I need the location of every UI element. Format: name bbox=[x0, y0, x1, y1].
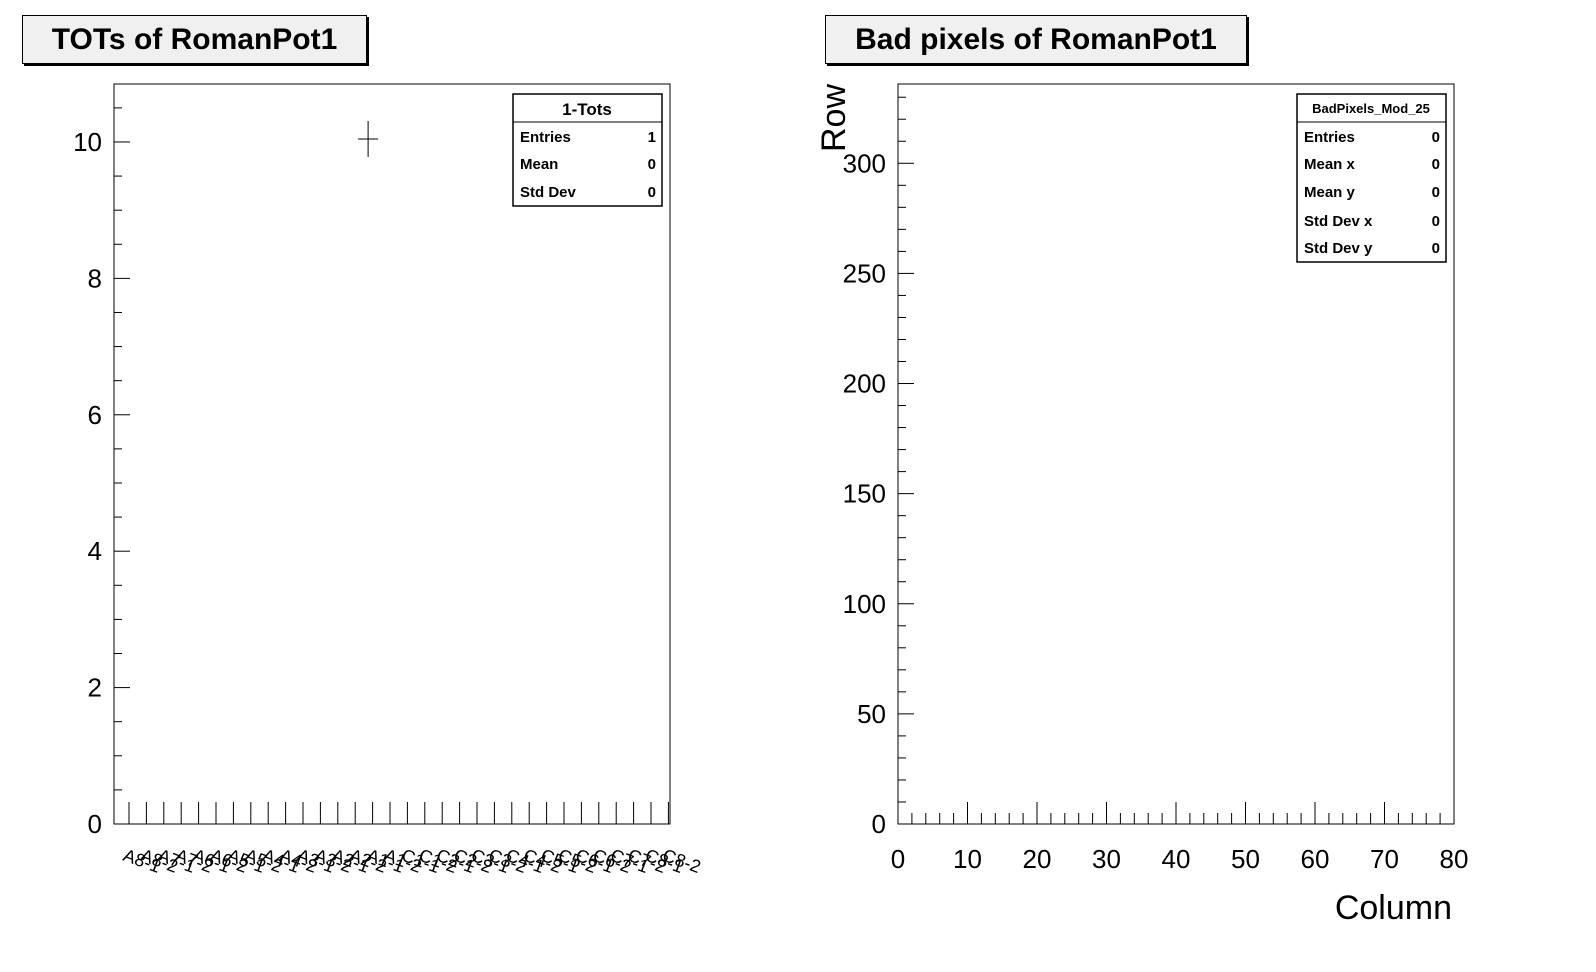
left-y-tick-label: 0 bbox=[88, 809, 102, 839]
right-x-axis: 0 10 20 30 40 50 60 70 80 bbox=[891, 802, 1469, 874]
left-stats-name: 1-Tots bbox=[562, 100, 612, 119]
right-y-tick-label: 0 bbox=[872, 809, 886, 839]
right-stats-entries-label: Entries bbox=[1304, 129, 1355, 146]
left-stats-stddev-label: Std Dev bbox=[520, 184, 577, 201]
right-x-tick-label: 50 bbox=[1231, 844, 1260, 874]
right-x-tick-label: 30 bbox=[1092, 844, 1121, 874]
left-y-tick-label: 8 bbox=[88, 263, 102, 293]
right-y-axis: 0 50 100 150 200 250 300 bbox=[843, 96, 914, 839]
right-x-tick-label: 0 bbox=[891, 844, 905, 874]
left-stats-box: 1-Tots Entries 1 Mean 0 Std Dev 0 bbox=[512, 93, 663, 207]
left-y-tick-label: 6 bbox=[88, 400, 102, 430]
left-data-marks bbox=[358, 120, 379, 157]
right-chart-title: Bad pixels of RomanPot1 bbox=[825, 15, 1247, 64]
right-x-tick-label: 80 bbox=[1440, 844, 1469, 874]
left-chart-title: TOTs of RomanPot1 bbox=[22, 15, 367, 64]
right-stats-meany-value: 0 bbox=[1432, 184, 1440, 201]
left-y-tick-label: 2 bbox=[88, 673, 102, 703]
right-x-axis-label: Column bbox=[1335, 889, 1452, 927]
right-stats-stddevy-value: 0 bbox=[1432, 240, 1440, 257]
right-y-tick-label: 300 bbox=[843, 148, 886, 178]
left-y-axis: 0 2 4 6 8 10 bbox=[73, 107, 130, 839]
left-stats-stddev-value: 0 bbox=[648, 184, 656, 201]
left-stats-entries-label: Entries bbox=[520, 129, 571, 146]
right-stats-stddevx-label: Std Dev x bbox=[1304, 213, 1373, 230]
right-y-tick-label: 150 bbox=[843, 479, 886, 509]
left-y-tick-label: 4 bbox=[88, 536, 102, 566]
left-x-axis: A8-1A8-2A7-1A7-2A6-1A6-2A5-1A5-2A4-1A4-2… bbox=[121, 802, 704, 877]
right-stats-entries-value: 0 bbox=[1432, 129, 1440, 146]
right-stats-meany-label: Mean y bbox=[1304, 184, 1356, 201]
left-plot-frame bbox=[113, 83, 671, 825]
left-stats-mean-label: Mean bbox=[520, 156, 558, 173]
right-stats-name: BadPixels_Mod_25 bbox=[1312, 101, 1430, 116]
right-x-tick-label: 20 bbox=[1023, 844, 1052, 874]
right-stats-stddevx-value: 0 bbox=[1432, 213, 1440, 230]
right-y-tick-label: 250 bbox=[843, 258, 886, 288]
right-y-axis-label: Row bbox=[815, 84, 853, 152]
right-x-tick-label: 60 bbox=[1301, 844, 1330, 874]
left-stats-entries-value: 1 bbox=[648, 129, 656, 146]
right-x-tick-label: 10 bbox=[953, 844, 982, 874]
right-stats-box: BadPixels_Mod_25 Entries 0 Mean x 0 Mean… bbox=[1296, 93, 1447, 263]
right-x-tick-label: 70 bbox=[1370, 844, 1399, 874]
left-y-tick-label: 10 bbox=[73, 127, 102, 157]
right-x-tick-label: 40 bbox=[1162, 844, 1191, 874]
right-y-tick-label: 100 bbox=[843, 589, 886, 619]
right-y-tick-label: 200 bbox=[843, 369, 886, 399]
right-stats-meanx-label: Mean x bbox=[1304, 156, 1356, 173]
right-stats-meanx-value: 0 bbox=[1432, 156, 1440, 173]
right-y-tick-label: 50 bbox=[857, 699, 886, 729]
right-stats-stddevy-label: Std Dev y bbox=[1304, 240, 1373, 257]
left-stats-mean-value: 0 bbox=[648, 156, 656, 173]
